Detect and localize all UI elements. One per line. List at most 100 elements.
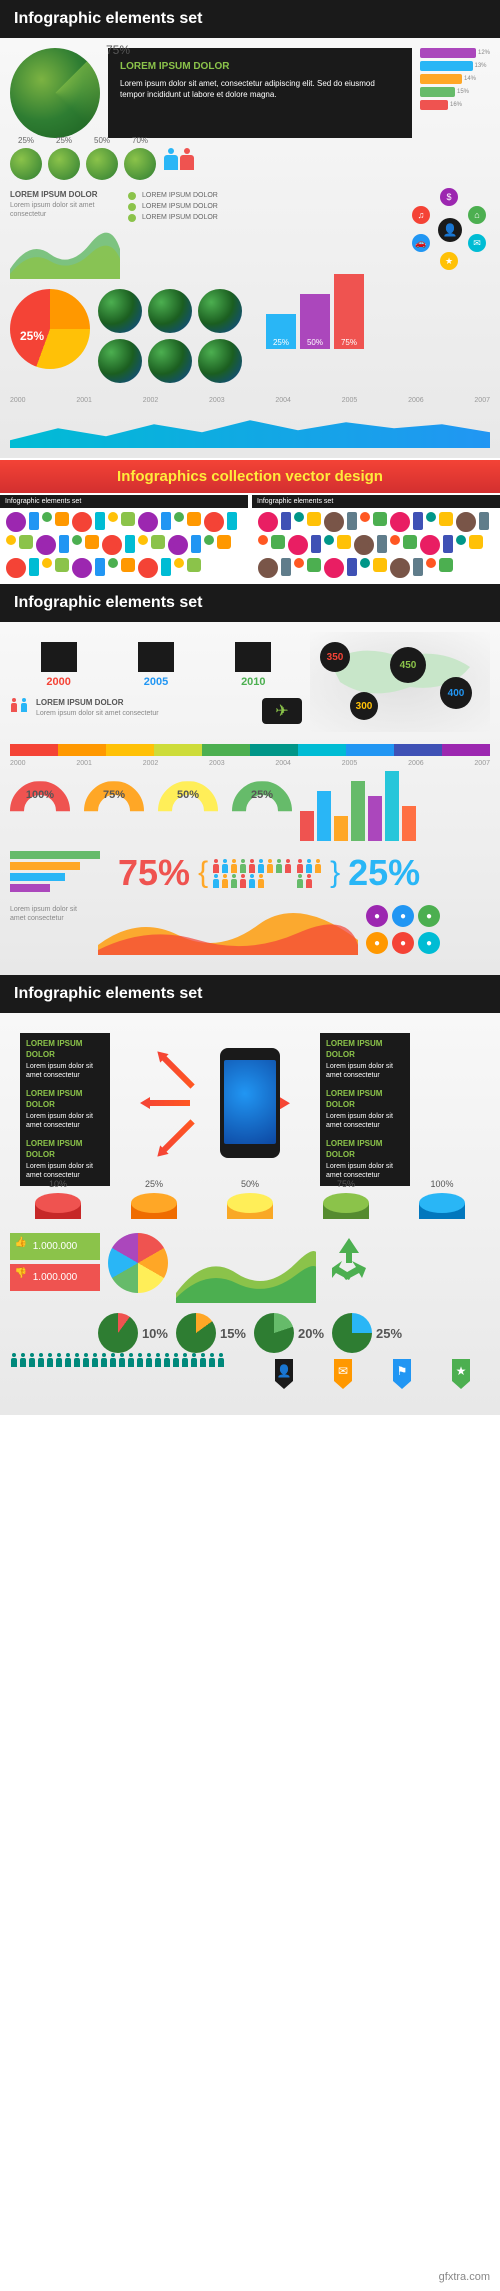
donut-half: 100%	[10, 781, 70, 811]
mini-element	[373, 558, 387, 572]
mobile-icon	[235, 642, 271, 672]
person-icon	[248, 874, 256, 888]
bar-chart	[300, 771, 490, 841]
person-icon	[314, 859, 322, 873]
stat-boxes: 👍1.000.000👎1.000.000	[10, 1233, 100, 1303]
person-icon	[221, 859, 229, 873]
person-icon	[100, 1353, 108, 1367]
mini-element	[108, 512, 118, 522]
pie-3d: 25%	[10, 289, 90, 369]
disc-pct: 25%	[145, 1179, 163, 1189]
mini-element	[204, 512, 224, 532]
badge-icon: 👤	[271, 1359, 297, 1389]
mini-element	[174, 558, 184, 568]
mini-element	[324, 535, 334, 545]
pie-multi	[108, 1233, 168, 1293]
mini-element	[373, 512, 387, 526]
mini-element	[6, 512, 26, 532]
panel-header: Infographic elements set	[0, 975, 500, 1013]
mini-element	[294, 512, 304, 522]
mini-element	[6, 535, 16, 545]
people-group-a	[212, 859, 292, 888]
disc-3d: 75%	[323, 1193, 369, 1223]
year-label: 2005	[342, 760, 358, 767]
mini-element	[311, 535, 321, 553]
gradient-seg	[394, 744, 442, 756]
info-box: LOREM IPSUM DOLORLorem ipsum dolor sit a…	[320, 1083, 410, 1136]
donut-pct	[332, 1313, 372, 1353]
mini-element	[138, 512, 158, 532]
globe-icon	[98, 339, 142, 383]
mini-element	[42, 558, 52, 568]
gradient-seg	[106, 744, 154, 756]
device-mobile: 2010	[235, 642, 271, 688]
year-label: 2005	[342, 397, 358, 404]
circ-node-icon: $	[440, 188, 458, 206]
bar	[402, 806, 416, 841]
phone-icon	[220, 1048, 280, 1158]
badge-icon: ✉	[330, 1359, 356, 1389]
thumbnails: Infographic elements set Infographic ele…	[0, 495, 500, 584]
svg-text:⚑: ⚑	[396, 1364, 407, 1378]
banner: Infographics collection vector design	[0, 458, 500, 495]
pct-bar: 25%	[266, 314, 296, 349]
person-icon	[10, 698, 18, 712]
mini-element	[187, 558, 201, 572]
badge-icon: ⚑	[389, 1359, 415, 1389]
arrow-icon	[153, 1047, 197, 1091]
circular-icons: 👤 $⌂✉★🚗♫	[410, 190, 490, 270]
person-icon	[20, 698, 28, 712]
mini-element	[390, 558, 410, 578]
panel-header: Infographic elements set	[0, 0, 500, 38]
donut-half: 25%	[232, 781, 292, 811]
gradient-seg	[154, 744, 202, 756]
globe-icon	[198, 289, 242, 333]
person-icon	[136, 1353, 144, 1367]
gradient-bar	[10, 744, 490, 756]
mini-bar	[420, 48, 476, 58]
mini-element	[307, 558, 321, 572]
year-label: 2006	[408, 397, 424, 404]
small-globes: 25%25%50%70%	[10, 148, 156, 180]
mini-element	[443, 535, 453, 553]
person-icon	[55, 1353, 63, 1367]
person-icon	[164, 148, 178, 170]
panel-4: Infographic elements set LOREM IPSUM DOL…	[0, 975, 500, 1415]
year-label: 2004	[275, 397, 291, 404]
person-icon	[239, 874, 247, 888]
person-icon	[10, 1353, 18, 1367]
disc-3d: 50%	[227, 1193, 273, 1223]
mini-element	[456, 512, 476, 532]
mini-element	[360, 512, 370, 522]
bullet-item: LOREM IPSUM DOLOR	[128, 201, 402, 212]
person-icon	[145, 1353, 153, 1367]
lorem-text: Lorem ipsum dolor sit amet consectetur	[10, 201, 120, 219]
mini-element	[281, 512, 291, 530]
recycle-icon	[324, 1233, 374, 1283]
disc-3d: 10%	[35, 1193, 81, 1223]
mini-bar	[420, 87, 455, 97]
mini-element	[187, 512, 201, 526]
person-icon	[305, 874, 313, 888]
mini-element	[55, 558, 69, 572]
mini-element	[347, 558, 357, 576]
mini-element	[258, 535, 268, 545]
mini-element	[439, 512, 453, 526]
globe-icon: 25%	[10, 148, 42, 180]
circ-node-icon: 🚗	[412, 234, 430, 252]
disc-3d: 25%	[131, 1193, 177, 1223]
bullets: LOREM IPSUM DOLORLOREM IPSUM DOLORLOREM …	[128, 190, 402, 223]
circle-button: ●	[392, 905, 414, 927]
panel-3: Infographic elements set 200020052010 LO…	[0, 584, 500, 975]
arrow-icon	[140, 1097, 190, 1109]
device-desktop: 2000	[41, 642, 77, 688]
mini-element	[258, 558, 278, 578]
mini-element	[288, 535, 308, 555]
year-label: 2006	[408, 760, 424, 767]
bar	[300, 811, 314, 841]
device-year: 2010	[235, 676, 271, 688]
h-bars	[10, 851, 110, 895]
mini-element	[174, 512, 184, 522]
badge-icon: ★	[448, 1359, 474, 1389]
year-label: 2007	[474, 397, 490, 404]
